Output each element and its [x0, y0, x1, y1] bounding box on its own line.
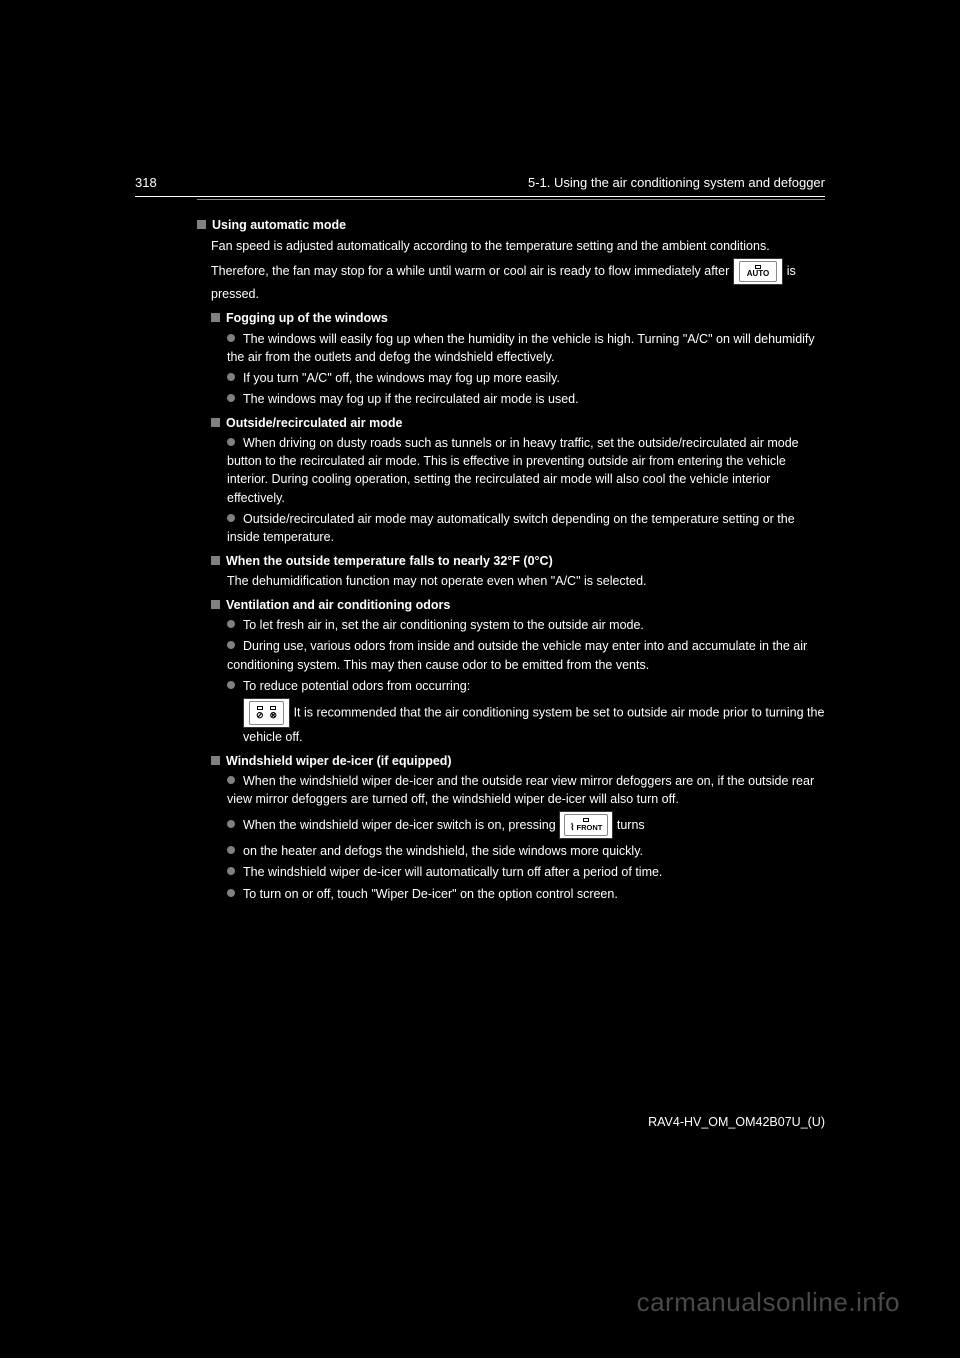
bullet-item: When the windshield wiper de-icer and th…	[197, 772, 825, 808]
bullet-continuation: ⊘⊗ It is recommended that the air condit…	[197, 698, 825, 746]
bullet-item: When the windshield wiper de-icer switch…	[197, 811, 825, 839]
content-body: Using automatic mode Fan speed is adjust…	[135, 200, 825, 903]
square-bullet-icon	[211, 418, 220, 427]
auto-button-icon: AUTO	[733, 258, 784, 285]
bullet-text: The windows may fog up if the recirculat…	[243, 392, 579, 406]
bullet-item: To reduce potential odors from occurring…	[197, 677, 825, 695]
dot-bullet-icon	[227, 620, 235, 628]
auto-button-label: AUTO	[747, 269, 770, 278]
bullet-item: The windows may fog up if the recirculat…	[197, 390, 825, 408]
section-heading-odors: When the outside temperature falls to ne…	[197, 552, 825, 570]
square-bullet-icon	[211, 556, 220, 565]
dot-bullet-icon	[227, 514, 235, 522]
square-bullet-icon	[211, 756, 220, 765]
text-fragment: It is recommended that the air condition…	[243, 705, 824, 744]
square-bullet-icon	[211, 600, 220, 609]
watermark-text: carmanualsonline.info	[637, 1287, 900, 1318]
chapter-title: 5-1. Using the air conditioning system a…	[528, 175, 825, 190]
dot-bullet-icon	[227, 846, 235, 854]
bullet-item: During use, various odors from inside an…	[197, 637, 825, 673]
front-button-label: FRONT	[577, 824, 603, 832]
bullet-text: During use, various odors from inside an…	[227, 639, 807, 671]
dot-bullet-icon	[227, 394, 235, 402]
bullet-text: on the heater and defogs the windshield,…	[243, 844, 643, 858]
paragraph: Therefore, the fan may stop for a while …	[197, 258, 825, 303]
dot-bullet-icon	[227, 867, 235, 875]
bullet-item: When driving on dusty roads such as tunn…	[197, 434, 825, 507]
bullet-text: Outside/recirculated air mode may automa…	[227, 512, 795, 544]
dot-bullet-icon	[227, 776, 235, 784]
bullet-item: The windows will easily fog up when the …	[197, 330, 825, 366]
bullet-text: To let fresh air in, set the air conditi…	[243, 618, 644, 632]
page-container: 318 5-1. Using the air conditioning syst…	[0, 0, 960, 903]
bullet-item: The windshield wiper de-icer will automa…	[197, 863, 825, 881]
square-bullet-icon	[197, 220, 206, 229]
bullet-text: To turn on or off, touch "Wiper De-icer"…	[243, 887, 618, 901]
sync-button-icon: ⊘⊗	[243, 698, 290, 728]
bullet-item: Outside/recirculated air mode may automa…	[197, 510, 825, 546]
dot-bullet-icon	[227, 889, 235, 897]
dot-bullet-icon	[227, 641, 235, 649]
section-heading-auto-mode: Using automatic mode	[197, 216, 825, 234]
paragraph: The dehumidification function may not op…	[197, 572, 825, 590]
bullet-text: The windows will easily fog up when the …	[227, 332, 815, 364]
page-header: 318 5-1. Using the air conditioning syst…	[135, 175, 825, 190]
dot-bullet-icon	[227, 334, 235, 342]
heading-text: Ventilation and air conditioning odors	[226, 598, 450, 612]
dot-bullet-icon	[227, 373, 235, 381]
bullet-text: The windshield wiper de-icer will automa…	[243, 865, 662, 879]
page-number-top: 318	[135, 175, 157, 190]
heading-text: When the outside temperature falls to ne…	[226, 554, 553, 568]
paragraph: Fan speed is adjusted automatically acco…	[197, 237, 825, 255]
dot-bullet-icon	[227, 438, 235, 446]
bullet-text: When the windshield wiper de-icer switch…	[243, 818, 645, 832]
heading-text: Windshield wiper de-icer (if equipped)	[226, 754, 452, 768]
heading-text: Fogging up of the windows	[226, 311, 388, 325]
bullet-text: When the windshield wiper de-icer and th…	[227, 774, 814, 806]
footer-document-code: RAV4-HV_OM_OM42B07U_(U)	[648, 1115, 825, 1129]
bullet-item: To let fresh air in, set the air conditi…	[197, 616, 825, 634]
bullet-item: If you turn "A/C" off, the windows may f…	[197, 369, 825, 387]
bullet-item: on the heater and defogs the windshield,…	[197, 842, 825, 860]
text-fragment: Therefore, the fan may stop for a while …	[211, 264, 733, 278]
divider-top-thick	[135, 196, 825, 197]
bullet-text: When driving on dusty roads such as tunn…	[227, 436, 799, 504]
dot-bullet-icon	[227, 820, 235, 828]
section-heading-outside-recirc: Outside/recirculated air mode	[197, 414, 825, 432]
dot-bullet-icon	[227, 681, 235, 689]
section-heading-defogger: Windshield wiper de-icer (if equipped)	[197, 752, 825, 770]
bullet-item: To turn on or off, touch "Wiper De-icer"…	[197, 885, 825, 903]
heading-text: Using automatic mode	[212, 218, 346, 232]
bullet-text: If you turn "A/C" off, the windows may f…	[243, 371, 560, 385]
bullet-text: To reduce potential odors from occurring…	[243, 679, 470, 693]
section-heading-ventilation: Ventilation and air conditioning odors	[197, 596, 825, 614]
section-heading-fogging: Fogging up of the windows	[197, 309, 825, 327]
front-button-icon: ⌇FRONT	[559, 811, 613, 839]
square-bullet-icon	[211, 313, 220, 322]
heading-text: Outside/recirculated air mode	[226, 416, 402, 430]
